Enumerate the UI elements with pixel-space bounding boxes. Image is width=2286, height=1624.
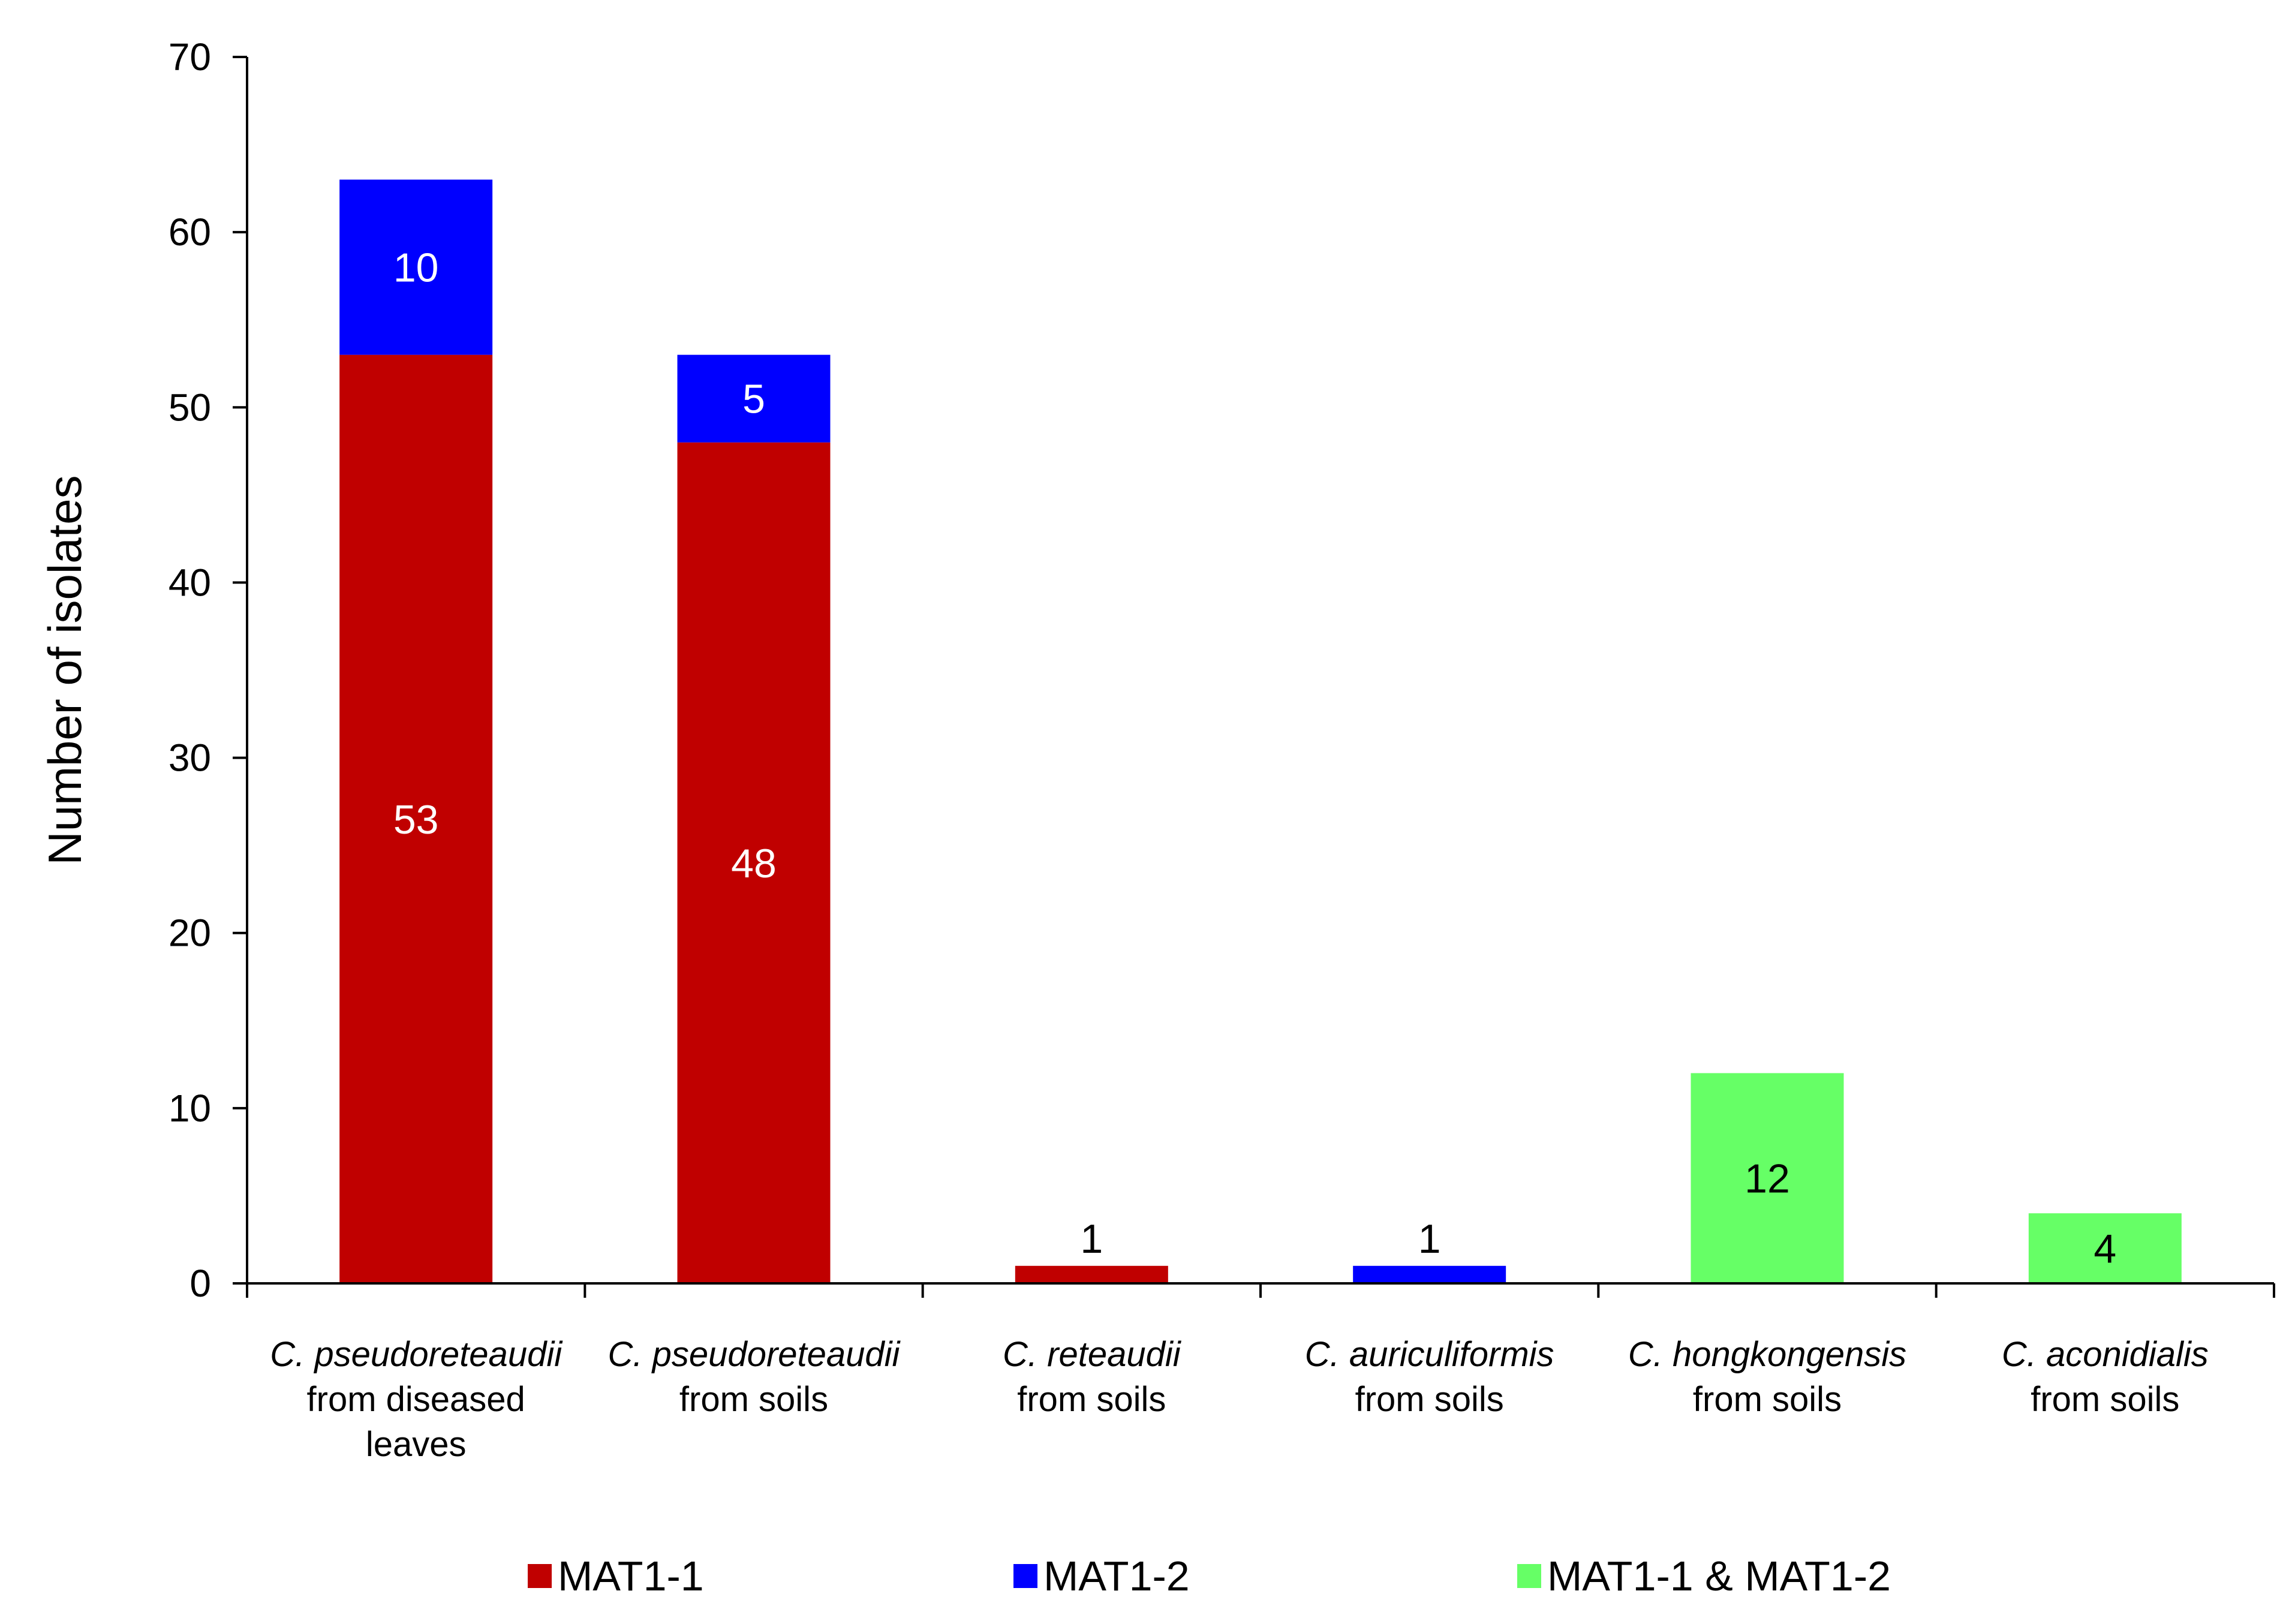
data-labels-layer: 53 10 48 5 1 1 12 4 <box>393 245 2116 1272</box>
legend-label: MAT1-1 <box>558 1553 704 1599</box>
data-label: 1 <box>1080 1216 1103 1262</box>
bar-segment <box>339 354 493 1284</box>
y-axis-title: Number of isolates <box>38 475 91 865</box>
axes-layer <box>233 56 2275 1298</box>
data-label: 48 <box>731 841 777 886</box>
bar-segment <box>1353 1265 1506 1283</box>
bar-segment <box>1691 1073 1844 1283</box>
bars-layer <box>339 179 2182 1284</box>
data-label: 1 <box>1418 1216 1441 1262</box>
x-category-source: leaves <box>366 1425 467 1464</box>
bar-segment <box>2028 1213 2182 1283</box>
y-tick-labels: 0 10 20 30 40 50 60 70 <box>169 35 211 1305</box>
data-label: 53 <box>393 797 439 843</box>
legend-swatch <box>1517 1564 1541 1588</box>
x-category-source: from soils <box>1355 1380 1504 1419</box>
y-tick-label: 50 <box>169 386 211 429</box>
legend-label: MAT1-1 & MAT1-2 <box>1547 1553 1891 1599</box>
y-tick-label: 20 <box>169 912 211 955</box>
data-label: 12 <box>1744 1156 1790 1202</box>
legend-swatch <box>528 1564 552 1588</box>
y-tick-label: 0 <box>190 1262 211 1305</box>
bar-segment <box>677 442 831 1283</box>
x-category-source: from soils <box>1693 1380 1842 1419</box>
legend-label: MAT1-2 <box>1043 1553 1190 1599</box>
data-label: 10 <box>393 245 439 291</box>
x-category-species: C. pseudoreteaudii <box>270 1335 563 1374</box>
data-label: 5 <box>742 377 765 422</box>
y-tick-label: 70 <box>169 35 211 79</box>
legend: MAT1-1 MAT1-2 MAT1-1 & MAT1-2 <box>528 1553 1891 1599</box>
bar-segment <box>339 179 493 355</box>
x-category-source: from soils <box>2031 1380 2179 1419</box>
bar-segment <box>1015 1265 1168 1283</box>
y-tick-label: 40 <box>169 561 211 604</box>
x-category-source: from soils <box>679 1380 828 1419</box>
x-category-source: from soils <box>1017 1380 1166 1419</box>
x-category-labels: C. pseudoreteaudii from diseased leaves C. … <box>270 1335 2209 1464</box>
y-tick-label: 10 <box>169 1087 211 1130</box>
x-category-species: C. auriculiformis <box>1305 1335 1554 1374</box>
x-category-species: C. reteaudii <box>1003 1335 1182 1374</box>
x-category-species: C. aconidialis <box>2002 1335 2209 1374</box>
data-label: 4 <box>2094 1226 2116 1272</box>
x-category-species: C. hongkongensis <box>1628 1335 1906 1374</box>
legend-swatch <box>1013 1564 1037 1588</box>
y-tick-label: 60 <box>169 210 211 254</box>
x-category-source: from diseased <box>307 1380 525 1419</box>
x-category-species: C. pseudoreteaudii <box>608 1335 901 1374</box>
y-tick-label: 30 <box>169 736 211 780</box>
bar-segment <box>677 354 831 443</box>
